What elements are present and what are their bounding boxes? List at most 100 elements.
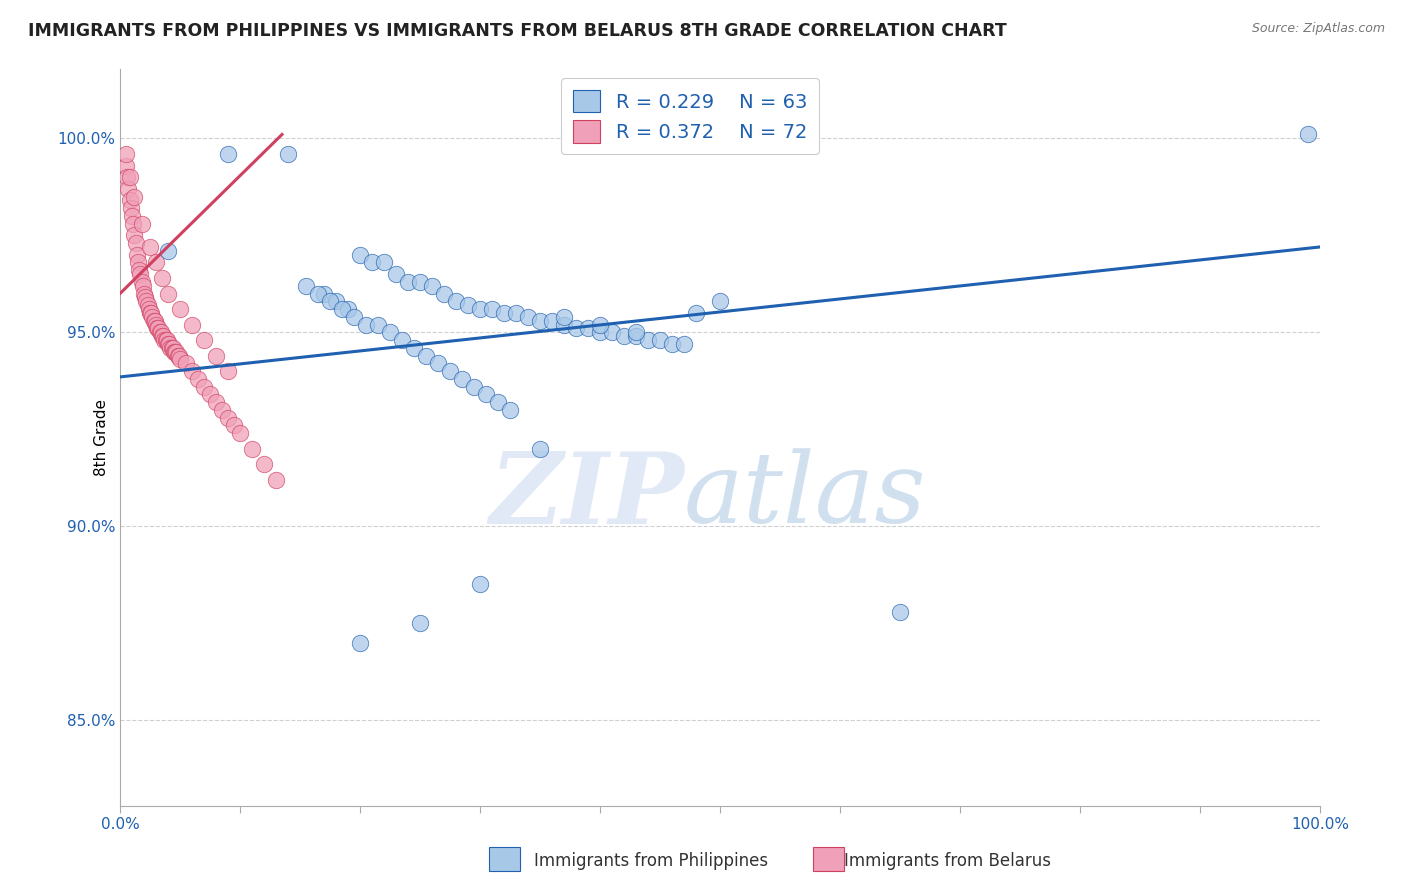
Point <box>553 318 575 332</box>
Point <box>409 275 432 289</box>
Point <box>409 616 432 631</box>
Point <box>354 318 377 332</box>
Point <box>217 146 239 161</box>
Point <box>115 159 138 173</box>
Text: Source: ZipAtlas.com: Source: ZipAtlas.com <box>1251 22 1385 36</box>
Point <box>131 217 153 231</box>
Point <box>553 310 575 324</box>
Point <box>451 372 474 386</box>
Point <box>889 605 911 619</box>
Point <box>117 182 139 196</box>
Point <box>150 271 173 285</box>
Point <box>132 286 155 301</box>
Point <box>319 294 342 309</box>
Point <box>124 236 146 251</box>
Point <box>600 326 623 340</box>
Y-axis label: 8th Grade: 8th Grade <box>94 399 108 475</box>
Point <box>157 337 180 351</box>
Point <box>120 201 142 215</box>
Point <box>330 301 353 316</box>
Point <box>391 333 413 347</box>
Point <box>148 321 170 335</box>
Point <box>240 442 263 456</box>
Point <box>463 379 485 393</box>
Point <box>118 170 141 185</box>
Point <box>141 306 163 320</box>
Point <box>198 387 221 401</box>
Point <box>253 457 276 471</box>
Point <box>205 349 228 363</box>
Point <box>169 301 191 316</box>
Point <box>433 286 456 301</box>
Point <box>143 314 166 328</box>
Point <box>385 267 408 281</box>
Point <box>167 349 190 363</box>
Point <box>211 403 233 417</box>
Point <box>637 333 659 347</box>
Point <box>124 189 146 203</box>
Point <box>312 286 335 301</box>
Point <box>378 326 401 340</box>
Point <box>149 326 172 340</box>
Point <box>157 286 180 301</box>
Point <box>122 217 145 231</box>
Point <box>155 333 177 347</box>
Point <box>624 326 647 340</box>
Point <box>222 418 245 433</box>
Point <box>169 352 191 367</box>
Point <box>499 403 522 417</box>
Point <box>295 278 318 293</box>
Point <box>174 356 197 370</box>
Point <box>125 248 148 262</box>
Point <box>127 255 149 269</box>
Point <box>181 318 204 332</box>
Point <box>150 329 173 343</box>
Point <box>343 310 366 324</box>
Point <box>529 314 551 328</box>
Point <box>661 337 683 351</box>
Point <box>139 240 162 254</box>
Point <box>165 344 187 359</box>
Text: Immigrants from Philippines: Immigrants from Philippines <box>534 852 769 870</box>
Point <box>349 635 371 649</box>
Point <box>307 286 329 301</box>
Point <box>156 333 179 347</box>
Point <box>481 301 503 316</box>
Point <box>217 364 239 378</box>
Point <box>142 314 165 328</box>
Point <box>121 209 143 223</box>
Text: Immigrants from Belarus: Immigrants from Belarus <box>844 852 1050 870</box>
Point <box>193 333 215 347</box>
Point <box>685 306 707 320</box>
Point <box>277 146 299 161</box>
Point <box>118 194 141 208</box>
Point <box>129 267 152 281</box>
Point <box>613 329 636 343</box>
Point <box>153 333 176 347</box>
Point <box>217 410 239 425</box>
Point <box>131 275 153 289</box>
Point <box>367 318 389 332</box>
Point <box>128 263 150 277</box>
Point <box>492 306 515 320</box>
Point <box>124 228 146 243</box>
Point <box>468 577 491 591</box>
Point <box>565 321 588 335</box>
Point <box>132 278 155 293</box>
Point <box>115 146 138 161</box>
Point <box>264 473 287 487</box>
Point <box>444 294 467 309</box>
Point <box>396 275 419 289</box>
Point <box>576 321 599 335</box>
Point <box>541 314 564 328</box>
Point <box>134 290 156 304</box>
Point <box>529 442 551 456</box>
Point <box>157 244 180 258</box>
Point <box>624 329 647 343</box>
Point <box>420 278 443 293</box>
Point <box>468 301 491 316</box>
Point <box>139 306 162 320</box>
Point <box>145 255 167 269</box>
Text: ZIP: ZIP <box>489 448 683 544</box>
Point <box>162 341 184 355</box>
